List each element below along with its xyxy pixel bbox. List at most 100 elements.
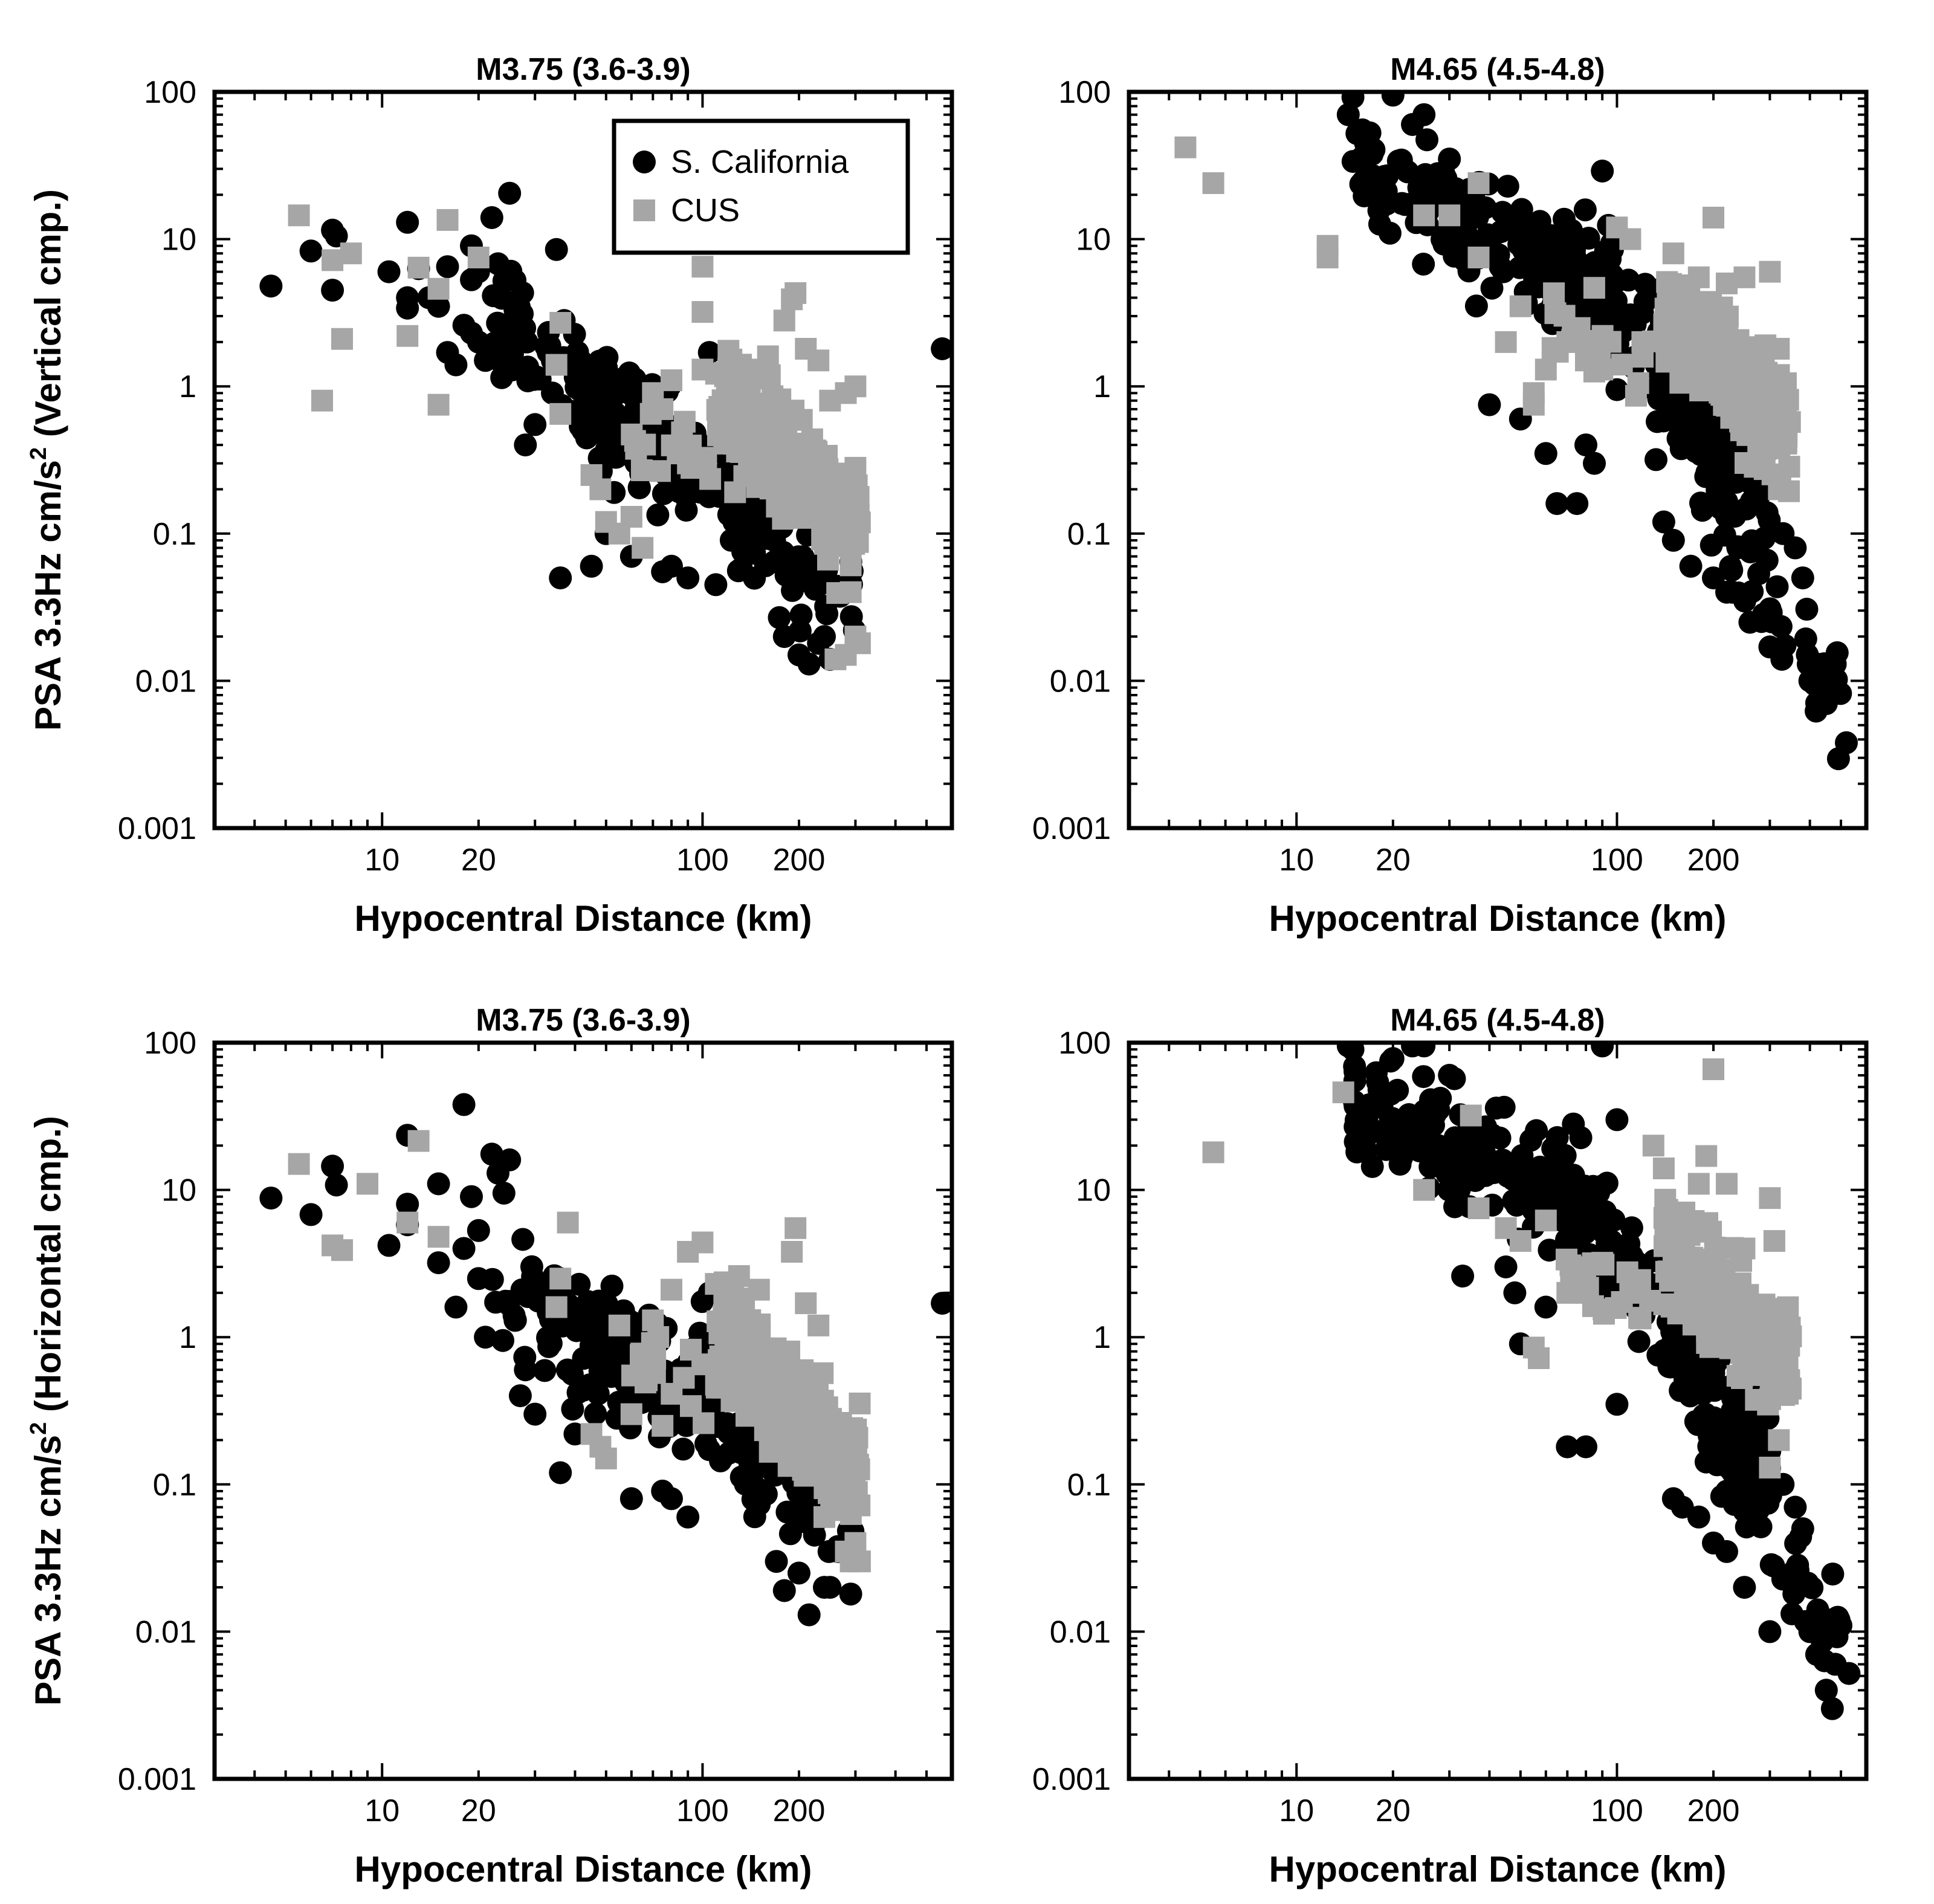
data-point (452, 1237, 476, 1260)
y-tick-label: 0.01 (1050, 1614, 1111, 1650)
data-point (545, 238, 568, 261)
data-point (661, 1382, 683, 1405)
data-point (568, 1272, 591, 1296)
data-point (1662, 242, 1684, 265)
data-point (810, 460, 832, 482)
data-point (311, 389, 333, 412)
data-point (467, 1267, 490, 1290)
data-point (1758, 1348, 1780, 1370)
data-point (1647, 387, 1670, 410)
data-point (1202, 172, 1224, 194)
data-point (1525, 1119, 1548, 1142)
data-point (1753, 358, 1775, 380)
data-point (1507, 233, 1531, 256)
tick-marks (213, 1041, 953, 1780)
data-point (1412, 103, 1436, 126)
data-point (680, 1395, 702, 1417)
data-point (711, 1321, 733, 1343)
data-point (1759, 1187, 1781, 1209)
data-point (1786, 1553, 1809, 1577)
data-point (1627, 1330, 1651, 1353)
data-point (480, 1142, 503, 1166)
data-point (1415, 128, 1438, 152)
data-point (563, 347, 587, 370)
data-point (1423, 1103, 1447, 1127)
data-point (768, 606, 791, 629)
data-point (620, 506, 642, 528)
data-point (1715, 1540, 1738, 1563)
series-s-california (1336, 1043, 1861, 1720)
data-point (1373, 187, 1397, 210)
data-point (467, 1219, 490, 1242)
data-point (1591, 1252, 1614, 1274)
data-point (1729, 1294, 1751, 1316)
data-point (1762, 1554, 1785, 1578)
data-point (1664, 334, 1687, 356)
data-point (691, 1353, 714, 1376)
data-point (844, 375, 867, 398)
data-point (1508, 256, 1531, 279)
data-point (775, 416, 798, 438)
x-tick-label: 100 (676, 843, 729, 878)
series-cus (288, 1130, 871, 1573)
x-axis-label: Hypocentral Distance (km) (355, 898, 812, 939)
data-point (849, 632, 871, 655)
data-point (1736, 1413, 1759, 1437)
data-point (784, 1217, 807, 1239)
data-point (1670, 287, 1692, 309)
data-point (444, 1295, 468, 1319)
data-point (1692, 1382, 1715, 1405)
data-point (844, 456, 867, 479)
data-point (1343, 1055, 1366, 1078)
data-point (1646, 410, 1669, 433)
data-point (1663, 1268, 1685, 1290)
data-point (582, 1335, 606, 1358)
data-point (1518, 1184, 1542, 1207)
data-point (1703, 207, 1724, 228)
data-point (748, 1278, 770, 1301)
data-point (1835, 731, 1858, 754)
data-point (503, 298, 527, 322)
data-point (325, 224, 348, 248)
data-point (534, 335, 558, 358)
data-point (1541, 1137, 1565, 1161)
data-point (1823, 652, 1847, 676)
data-point (1700, 1220, 1722, 1243)
data-point (1438, 147, 1461, 171)
data-point (639, 1354, 661, 1376)
data-point (1316, 247, 1339, 268)
data-point (1534, 1295, 1557, 1319)
legend: S. California CUS (612, 118, 910, 255)
data-point (1573, 198, 1597, 222)
data-point (788, 437, 810, 459)
data-point (1791, 1517, 1814, 1541)
data-point (1522, 393, 1545, 416)
data-point (541, 381, 564, 405)
data-point (748, 1492, 771, 1516)
data-point (427, 294, 450, 318)
data-point (467, 247, 490, 268)
data-point (1378, 221, 1402, 245)
data-point (646, 503, 670, 526)
data-point (1381, 1047, 1405, 1070)
data-point (775, 1500, 799, 1524)
data-point (773, 1388, 795, 1411)
y-tick-label: 0.01 (135, 664, 196, 699)
data-point (781, 578, 804, 602)
x-axis-label: Hypocentral Distance (km) (1269, 898, 1727, 939)
data-point (544, 1315, 568, 1338)
legend-marker-s-california (633, 151, 656, 173)
data-point (1583, 277, 1605, 299)
data-point (549, 312, 572, 334)
data-point (1451, 1264, 1475, 1288)
data-point (1565, 492, 1589, 516)
data-point (1412, 1043, 1436, 1058)
data-point (377, 1234, 401, 1257)
data-point (1492, 1095, 1516, 1119)
data-point (789, 459, 812, 482)
data-point (1539, 1164, 1562, 1188)
y-tick-label: 0.001 (118, 811, 196, 846)
y-tick-label: 100 (144, 75, 196, 110)
panel-top-left: 0.001 0.01 0.1 1 10 100 10 20 100 200 M3.75 (3.6-3… (26, 52, 954, 939)
y-tick-label: 0.01 (135, 1614, 196, 1650)
